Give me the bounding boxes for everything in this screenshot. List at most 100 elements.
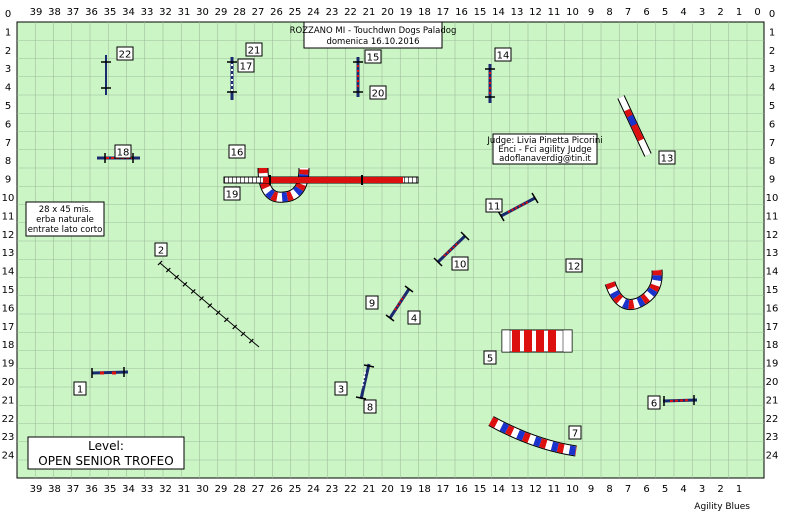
level-value: OPEN SENIOR TROFEO <box>38 454 173 468</box>
left-axis-label: 12 <box>2 230 15 241</box>
top-axis-label: 10 <box>566 7 579 18</box>
left-axis-label: 14 <box>2 267 15 278</box>
bottom-axis-label: 4 <box>680 484 686 495</box>
bottom-axis-label: 29 <box>215 484 228 495</box>
left-axis-label: 7 <box>5 138 11 149</box>
obstacle-number: 3 <box>338 385 344 396</box>
top-axis-label: 28 <box>233 7 246 18</box>
obstacle-label-10: 10 <box>451 256 469 271</box>
right-axis-label: 17 <box>766 322 779 333</box>
right-axis-label: 0 <box>769 9 775 20</box>
bottom-axis-label: 35 <box>104 484 117 495</box>
obstacle-number: 14 <box>497 51 510 62</box>
obstacle-number: 2 <box>158 246 164 257</box>
right-axis-label: 15 <box>766 285 779 296</box>
top-axis-label: 20 <box>381 7 394 18</box>
top-axis-label: 30 <box>196 7 209 18</box>
obstacle-number: 19 <box>226 190 239 201</box>
obstacle-number: 21 <box>248 46 261 57</box>
right-axis-label: 12 <box>766 230 779 241</box>
field-grid <box>17 22 764 478</box>
top-axis-label: 29 <box>215 7 228 18</box>
top-axis-label: 6 <box>643 7 649 18</box>
left-axis-label: 1 <box>5 27 11 38</box>
weave-pole <box>182 281 188 287</box>
obstacle-number: 12 <box>568 262 581 273</box>
weave-pole <box>223 317 229 323</box>
bottom-axis-label: 8 <box>606 484 612 495</box>
field-info-box: 28 x 45 mis. erba naturale entrate lato … <box>25 201 105 237</box>
left-axis-label: 19 <box>2 359 15 370</box>
obstacle-7-tunnel <box>488 416 577 457</box>
top-axis-label: 27 <box>252 7 265 18</box>
weave-pole <box>248 338 254 344</box>
left-axis-label: 6 <box>5 119 11 130</box>
left-axis-label: 8 <box>5 156 11 167</box>
left-axis-label: 21 <box>2 395 15 406</box>
obstacle-label-22: 22 <box>116 46 134 61</box>
obstacle-1-jump <box>91 367 129 378</box>
bottom-axis-label: 37 <box>67 484 80 495</box>
bottom-axis-label: 30 <box>196 484 209 495</box>
bottom-axis-label: 18 <box>418 484 431 495</box>
top-axis-label: 25 <box>289 7 302 18</box>
top-axis-label: 1 <box>736 7 742 18</box>
obstacle-label-8: 8 <box>363 399 377 414</box>
bottom-axis-label: 25 <box>289 484 302 495</box>
top-axis-label: 24 <box>307 7 320 18</box>
right-axis-label: 2 <box>769 46 775 57</box>
obstacle-10-jump <box>433 231 470 267</box>
obstacle-17-jump <box>227 57 237 100</box>
weave-pole <box>240 331 246 337</box>
obstacle-label-15: 15 <box>364 49 382 64</box>
bottom-axis-label: 13 <box>511 484 524 495</box>
bottom-axis-label: 26 <box>270 484 283 495</box>
bottom-axis-label: 24 <box>307 484 320 495</box>
field-size: 28 x 45 mis. <box>39 205 92 215</box>
top-axis-label: 34 <box>122 7 135 18</box>
bottom-axis-label: 19 <box>400 484 413 495</box>
top-axis-label: 35 <box>104 7 117 18</box>
left-axis-label: 20 <box>2 377 15 388</box>
right-axis-label: 7 <box>769 138 775 149</box>
top-axis-label: 19 <box>400 7 413 18</box>
weave-pole <box>232 324 238 330</box>
bottom-axis-label: 28 <box>233 484 246 495</box>
bottom-axis-label: 16 <box>455 484 468 495</box>
bottom-axis-label: 5 <box>662 484 668 495</box>
obstacle-label-18: 18 <box>114 144 132 159</box>
left-axis-label: 11 <box>2 211 15 222</box>
judge-name: Judge: Livia Pinetta Picorini <box>486 136 602 146</box>
right-axis-label: 4 <box>769 83 775 94</box>
obstacle-4-jump <box>385 285 414 322</box>
top-axis-label: 18 <box>418 7 431 18</box>
bottom-axis-label: 1 <box>736 484 742 495</box>
right-axis-label: 13 <box>766 248 779 259</box>
left-axis-label: 2 <box>5 46 11 57</box>
left-axis-label: 0 <box>5 9 11 20</box>
top-axis-label: 7 <box>625 7 631 18</box>
bottom-axis-label: 34 <box>122 484 135 495</box>
right-axis-label: 3 <box>769 64 775 75</box>
obstacle-label-2: 2 <box>154 242 168 257</box>
bottom-axis-label: 33 <box>141 484 154 495</box>
obstacle-label-7: 7 <box>568 425 582 440</box>
left-axis-label: 13 <box>2 248 15 259</box>
bottom-axis-label: 39 <box>30 484 43 495</box>
top-axis-label: 36 <box>85 7 98 18</box>
bottom-axis-label: 9 <box>588 484 594 495</box>
weave-pole <box>207 303 213 309</box>
left-axis-label: 10 <box>2 193 15 204</box>
top-axis-label: 23 <box>326 7 339 18</box>
obstacle-label-16: 16 <box>228 144 246 159</box>
top-axis-label: 13 <box>511 7 524 18</box>
field-axes: 39 38 37 36 35 34 33 32 31 30 29 28 27 26 25 24 23 22 21 20… <box>2 7 779 495</box>
right-axis-label: 1 <box>769 27 775 38</box>
top-axis-label: 12 <box>529 7 542 18</box>
top-axis-label: 9 <box>588 7 594 18</box>
obstacle-number: 17 <box>240 62 253 73</box>
obstacle-label-1: 1 <box>73 381 87 396</box>
obstacle-12-tunnel <box>604 269 663 311</box>
obstacle-label-20: 20 <box>369 85 387 100</box>
weave-pole <box>174 274 180 280</box>
